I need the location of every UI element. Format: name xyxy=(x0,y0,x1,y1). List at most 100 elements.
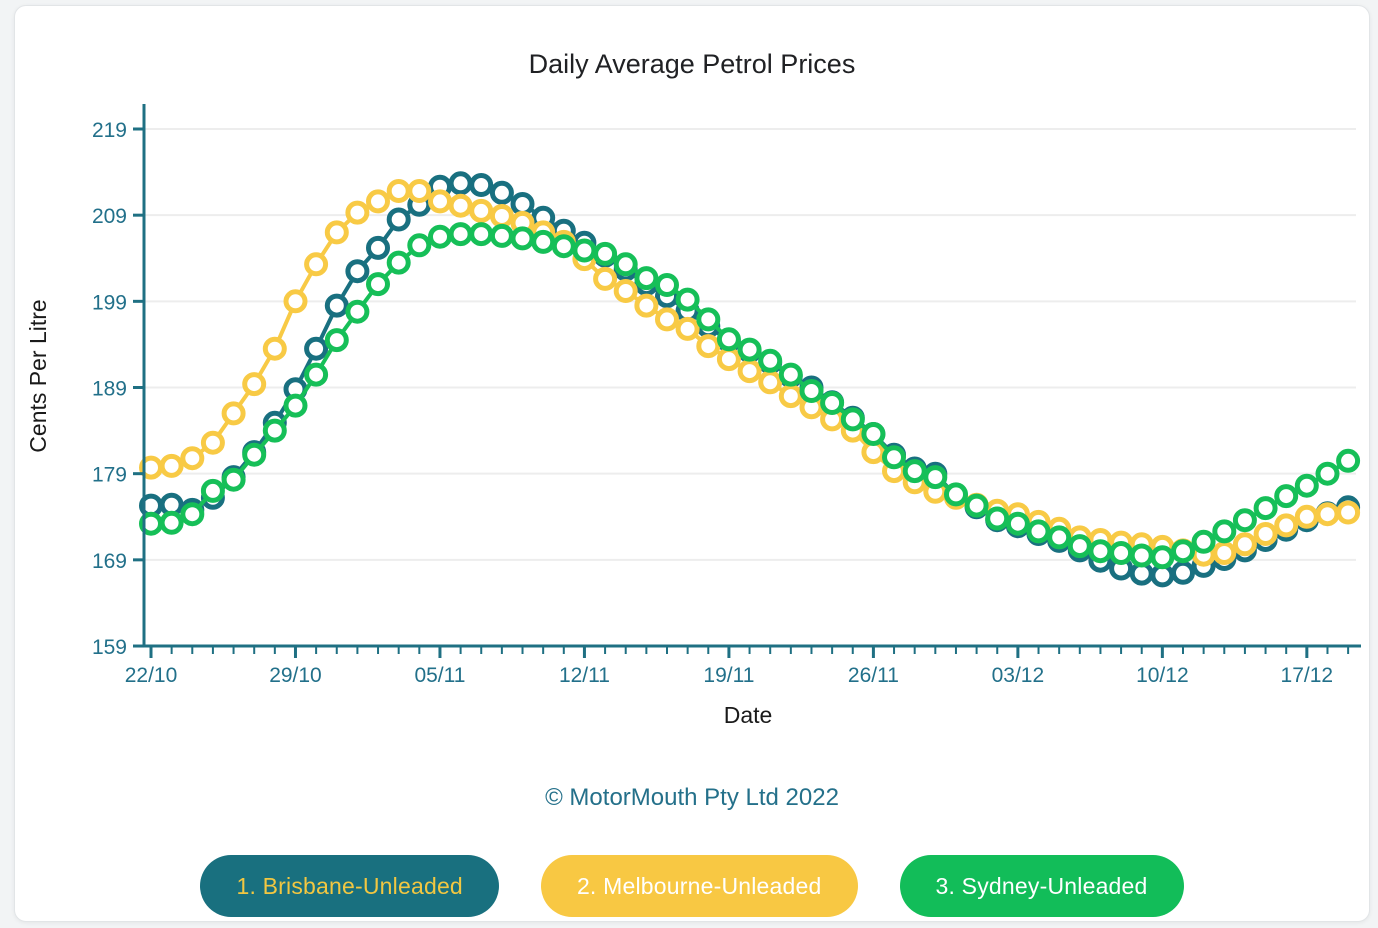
data-point-marker[interactable] xyxy=(448,193,473,218)
data-point-marker[interactable] xyxy=(1253,496,1278,521)
data-point-marker[interactable] xyxy=(345,259,370,284)
data-point-marker[interactable] xyxy=(634,293,659,318)
data-point-marker[interactable] xyxy=(1067,534,1092,559)
data-point-marker[interactable] xyxy=(820,391,845,415)
data-point-marker[interactable] xyxy=(1294,473,1319,498)
data-point-marker[interactable] xyxy=(1129,543,1154,568)
data-point-marker[interactable] xyxy=(324,220,349,245)
data-point-marker[interactable] xyxy=(1294,504,1319,529)
data-point-marker[interactable] xyxy=(304,336,329,361)
data-point-marker[interactable] xyxy=(510,192,535,216)
data-point-marker[interactable] xyxy=(242,372,267,397)
data-point-marker[interactable] xyxy=(923,465,948,490)
data-point-marker[interactable] xyxy=(737,337,762,362)
data-point-marker[interactable] xyxy=(593,241,618,266)
data-point-marker[interactable] xyxy=(283,289,308,314)
data-point-marker[interactable] xyxy=(159,453,184,478)
data-point-marker[interactable] xyxy=(345,299,370,324)
data-point-marker[interactable] xyxy=(1212,519,1237,544)
data-point-marker[interactable] xyxy=(572,238,597,263)
data-point-marker[interactable] xyxy=(1315,502,1340,527)
data-point-marker[interactable] xyxy=(304,252,329,277)
data-point-marker[interactable] xyxy=(778,384,803,409)
data-point-marker[interactable] xyxy=(1005,511,1030,536)
data-point-marker[interactable] xyxy=(902,459,927,484)
data-point-marker[interactable] xyxy=(366,235,390,260)
data-point-marker[interactable] xyxy=(1171,539,1195,564)
data-point-marker[interactable] xyxy=(758,348,783,373)
data-point-marker[interactable] xyxy=(1315,461,1340,486)
legend-button-brisbane[interactable]: 1. Brisbane-Unleaded xyxy=(200,855,499,917)
data-point-marker[interactable] xyxy=(1274,513,1299,538)
data-point-marker[interactable] xyxy=(448,222,473,247)
data-point-marker[interactable] xyxy=(180,502,205,527)
data-point-marker[interactable] xyxy=(778,362,803,387)
data-point-marker[interactable] xyxy=(489,204,514,228)
data-point-marker[interactable] xyxy=(696,307,721,332)
data-point-marker[interactable] xyxy=(1026,519,1051,544)
data-point-marker[interactable] xyxy=(221,467,246,492)
data-point-marker[interactable] xyxy=(634,266,659,291)
data-point-marker[interactable] xyxy=(180,446,205,471)
legend-button-sydney[interactable]: 3. Sydney-Unleaded xyxy=(899,855,1184,917)
data-point-marker[interactable] xyxy=(985,506,1010,531)
data-point-marker[interactable] xyxy=(1232,508,1257,533)
data-point-marker[interactable] xyxy=(324,293,349,318)
data-point-marker[interactable] xyxy=(531,229,556,254)
data-point-marker[interactable] xyxy=(386,207,411,232)
data-point-marker[interactable] xyxy=(675,287,700,312)
data-point-marker[interactable] xyxy=(386,179,411,203)
data-point-marker[interactable] xyxy=(1336,448,1361,473)
data-point-marker[interactable] xyxy=(737,359,762,384)
data-point-marker[interactable] xyxy=(964,493,989,518)
data-point-marker[interactable] xyxy=(448,171,473,196)
data-point-marker[interactable] xyxy=(200,430,225,455)
data-point-marker[interactable] xyxy=(551,234,576,259)
data-point-marker[interactable] xyxy=(489,180,514,205)
data-point-marker[interactable] xyxy=(696,334,721,359)
data-point-marker[interactable] xyxy=(159,510,184,535)
data-point-marker[interactable] xyxy=(1212,541,1237,565)
data-point-marker[interactable] xyxy=(345,200,370,225)
data-point-marker[interactable] xyxy=(304,362,329,387)
data-point-marker[interactable] xyxy=(221,401,246,426)
data-point-marker[interactable] xyxy=(1088,539,1113,564)
data-point-marker[interactable] xyxy=(262,336,287,361)
data-point-marker[interactable] xyxy=(1047,525,1072,550)
data-point-marker[interactable] xyxy=(861,422,886,446)
data-point-marker[interactable] xyxy=(840,407,865,432)
data-point-marker[interactable] xyxy=(242,442,267,467)
data-point-marker[interactable] xyxy=(716,347,741,372)
data-point-marker[interactable] xyxy=(1171,560,1195,585)
data-point-marker[interactable] xyxy=(1150,545,1175,570)
data-point-marker[interactable] xyxy=(407,179,432,203)
data-point-marker[interactable] xyxy=(655,307,679,332)
data-point-marker[interactable] xyxy=(510,226,535,251)
data-point-marker[interactable] xyxy=(944,482,968,507)
data-point-marker[interactable] xyxy=(428,189,452,214)
data-point-marker[interactable] xyxy=(613,252,638,277)
data-point-marker[interactable] xyxy=(675,316,700,341)
data-point-marker[interactable] xyxy=(613,279,638,303)
data-point-marker[interactable] xyxy=(366,272,390,297)
data-point-marker[interactable] xyxy=(1191,529,1216,554)
legend-button-melbourne[interactable]: 2. Melbourne-Unleaded xyxy=(540,855,858,917)
data-point-marker[interactable] xyxy=(469,198,494,223)
data-point-marker[interactable] xyxy=(200,478,225,503)
data-point-marker[interactable] xyxy=(1336,500,1361,525)
data-point-marker[interactable] xyxy=(407,233,432,258)
data-point-marker[interactable] xyxy=(489,223,514,248)
data-point-marker[interactable] xyxy=(386,250,411,275)
data-point-marker[interactable] xyxy=(1274,484,1299,509)
data-point-marker[interactable] xyxy=(758,370,783,395)
data-point-marker[interactable] xyxy=(716,327,741,352)
data-point-marker[interactable] xyxy=(655,273,679,297)
data-point-marker[interactable] xyxy=(428,224,452,249)
data-point-marker[interactable] xyxy=(469,222,494,247)
data-point-marker[interactable] xyxy=(283,393,308,418)
data-point-marker[interactable] xyxy=(593,266,618,291)
data-point-marker[interactable] xyxy=(366,189,390,214)
data-point-marker[interactable] xyxy=(469,173,494,197)
data-point-marker[interactable] xyxy=(324,328,349,353)
data-point-marker[interactable] xyxy=(262,418,287,443)
